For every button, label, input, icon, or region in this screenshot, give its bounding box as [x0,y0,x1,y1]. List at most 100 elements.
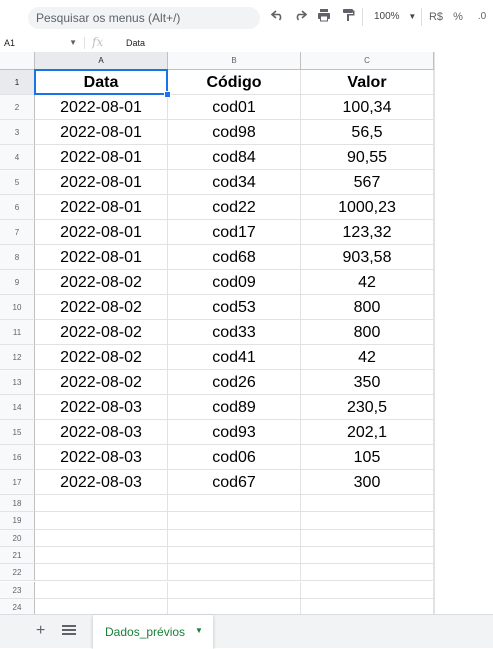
header-cell[interactable]: Código [168,70,301,95]
select-all-corner[interactable] [0,52,35,70]
row-header-14[interactable]: 14 [0,395,35,420]
row-header-8[interactable]: 8 [0,245,35,270]
empty-cell[interactable] [301,564,434,582]
row-header-20[interactable]: 20 [0,529,35,547]
empty-cell[interactable] [168,598,301,614]
table-cell[interactable]: 56,5 [301,120,434,145]
table-cell[interactable]: 2022-08-02 [35,345,168,370]
print-icon[interactable] [316,8,332,26]
percent-format-button[interactable]: % [453,11,463,23]
table-cell[interactable]: 2022-08-01 [35,145,168,170]
row-header-12[interactable]: 12 [0,345,35,370]
table-cell[interactable]: 2022-08-03 [35,445,168,470]
table-cell[interactable]: 42 [301,270,434,295]
table-cell[interactable]: cod22 [168,195,301,220]
empty-cell[interactable] [301,512,434,530]
name-box[interactable]: A1 ▼ [4,36,79,50]
table-cell[interactable]: 2022-08-01 [35,245,168,270]
row-header-13[interactable]: 13 [0,370,35,395]
row-header-10[interactable]: 10 [0,295,35,320]
row-header-23[interactable]: 23 [0,581,35,599]
empty-cell[interactable] [35,495,168,513]
table-cell[interactable]: 2022-08-01 [35,95,168,120]
row-header-17[interactable]: 17 [0,470,35,495]
row-header-15[interactable]: 15 [0,420,35,445]
table-cell[interactable]: 350 [301,370,434,395]
empty-cell[interactable] [301,529,434,547]
table-cell[interactable]: 2022-08-02 [35,320,168,345]
row-header-3[interactable]: 3 [0,120,35,145]
table-cell[interactable]: 42 [301,345,434,370]
header-cell[interactable]: Data [35,70,168,95]
empty-cell[interactable] [35,546,168,565]
empty-cell[interactable] [35,529,168,547]
column-header-a[interactable]: A [35,52,168,70]
undo-icon[interactable] [270,8,286,26]
row-header-21[interactable]: 21 [0,546,35,565]
row-header-11[interactable]: 11 [0,320,35,345]
table-cell[interactable]: 2022-08-01 [35,170,168,195]
row-header-19[interactable]: 19 [0,512,35,530]
row-header-1[interactable]: 1 [0,70,35,95]
currency-format-button[interactable]: R$ [428,11,444,23]
formula-input[interactable]: Data [126,38,146,48]
table-cell[interactable]: cod26 [168,370,301,395]
table-cell[interactable]: 105 [301,445,434,470]
table-cell[interactable]: 2022-08-01 [35,120,168,145]
table-cell[interactable]: 90,55 [301,145,434,170]
empty-cell[interactable] [35,581,168,599]
row-header-18[interactable]: 18 [0,495,35,513]
row-header-22[interactable]: 22 [0,564,35,582]
column-header-c[interactable]: C [301,52,434,70]
table-cell[interactable]: 2022-08-01 [35,220,168,245]
search-menus-input[interactable]: Pesquisar os menus (Alt+/) [28,7,260,29]
zoom-select[interactable]: 100% ▼ [374,8,416,26]
row-header-2[interactable]: 2 [0,95,35,120]
table-cell[interactable]: 2022-08-03 [35,470,168,495]
table-cell[interactable]: 123,32 [301,220,434,245]
empty-cell[interactable] [301,495,434,513]
empty-cell[interactable] [168,512,301,530]
table-cell[interactable]: 2022-08-03 [35,395,168,420]
table-cell[interactable]: cod53 [168,295,301,320]
table-cell[interactable]: 800 [301,295,434,320]
decrease-decimal-button[interactable]: .0 [477,11,487,22]
table-cell[interactable]: 300 [301,470,434,495]
table-cell[interactable]: 202,1 [301,420,434,445]
empty-cell[interactable] [168,546,301,565]
add-sheet-button[interactable]: + [36,622,46,639]
table-cell[interactable]: cod17 [168,220,301,245]
all-sheets-menu-icon[interactable] [62,623,76,637]
table-cell[interactable]: 2022-08-02 [35,295,168,320]
table-cell[interactable]: cod98 [168,120,301,145]
sheet-tab-dados-previos[interactable]: Dados_prévios ▼ [93,615,213,649]
table-cell[interactable]: cod93 [168,420,301,445]
paint-format-icon[interactable] [340,8,356,26]
row-header-5[interactable]: 5 [0,170,35,195]
table-cell[interactable]: 2022-08-01 [35,195,168,220]
empty-cell[interactable] [168,495,301,513]
table-cell[interactable]: cod84 [168,145,301,170]
table-cell[interactable]: 230,5 [301,395,434,420]
empty-cell[interactable] [301,581,434,599]
table-cell[interactable]: cod34 [168,170,301,195]
table-cell[interactable]: 800 [301,320,434,345]
table-cell[interactable]: cod68 [168,245,301,270]
column-header-b[interactable]: B [168,52,301,70]
table-cell[interactable]: 100,34 [301,95,434,120]
empty-cell[interactable] [35,598,168,614]
table-cell[interactable]: cod01 [168,95,301,120]
table-cell[interactable]: cod41 [168,345,301,370]
header-cell[interactable]: Valor [301,70,434,95]
table-cell[interactable]: cod09 [168,270,301,295]
redo-icon[interactable] [292,8,308,26]
empty-cell[interactable] [35,512,168,530]
table-cell[interactable]: cod06 [168,445,301,470]
table-cell[interactable]: 903,58 [301,245,434,270]
table-cell[interactable]: 2022-08-02 [35,270,168,295]
row-header-9[interactable]: 9 [0,270,35,295]
empty-cell[interactable] [168,581,301,599]
empty-cell[interactable] [301,598,434,614]
row-header-16[interactable]: 16 [0,445,35,470]
empty-cell[interactable] [168,564,301,582]
